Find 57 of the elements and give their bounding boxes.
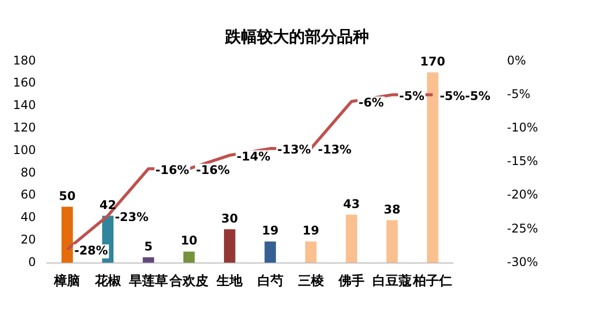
- bar: [62, 206, 73, 263]
- data-label: 38: [384, 202, 400, 216]
- data-label: 19: [302, 224, 320, 238]
- y-tick-label: 100: [13, 142, 36, 157]
- bar: [224, 229, 236, 263]
- data-label: -5%-5%: [440, 88, 490, 103]
- x-tick-label: 合欢皮: [168, 272, 209, 289]
- data-label: -13%: [318, 142, 352, 157]
- data-label: 170: [420, 54, 446, 69]
- bar: [346, 214, 358, 263]
- y2-tick-label: -30%: [507, 254, 538, 269]
- data-label: -6%: [358, 96, 384, 110]
- x-tick-label: 柏子仁: [412, 274, 452, 289]
- data-label: 5: [144, 239, 153, 254]
- data-label: -16%: [196, 162, 230, 177]
- data-label: -5%: [399, 88, 424, 103]
- data-label: 10: [180, 234, 198, 248]
- y2-tick-label: -10%: [507, 120, 538, 135]
- x-tick-label: 花椒: [94, 274, 122, 289]
- y-tick-label: 40: [20, 210, 36, 224]
- y-tick-label: 0: [28, 254, 36, 269]
- y2-tick-label: 0%: [507, 53, 526, 68]
- y2-tick-label: -15%: [507, 154, 538, 168]
- chart-title: 跌幅较大的部分品种: [224, 26, 369, 46]
- data-label: 50: [58, 188, 76, 203]
- data-label: 19: [262, 224, 279, 238]
- x-tick-label: 白芍: [257, 274, 284, 289]
- x-tick-label: 白豆蔻: [372, 272, 412, 289]
- bar: [305, 242, 317, 263]
- y-tick-label: 80: [20, 165, 36, 180]
- bar: [142, 257, 154, 263]
- data-label: -28%: [74, 243, 108, 258]
- y-tick-label: 60: [20, 188, 36, 202]
- y-tick-label: 120: [13, 120, 36, 135]
- x-tick-label: 樟脑: [53, 272, 80, 289]
- x-tick-label: 佛手: [337, 272, 364, 289]
- y-tick-label: 180: [13, 53, 36, 68]
- data-label: 43: [343, 196, 360, 211]
- y-tick-label: 20: [20, 232, 36, 247]
- x-tick-label: 旱莲草: [128, 272, 168, 289]
- bar: [264, 242, 276, 263]
- x-tick-label: 三棱: [298, 274, 325, 289]
- data-label: -14%: [236, 149, 270, 164]
- y-tick-label: 140: [13, 98, 36, 112]
- y2-tick-label: -20%: [507, 188, 538, 202]
- y2-tick-label: -25%: [507, 221, 538, 236]
- data-label: -13%: [277, 142, 311, 157]
- y-tick-label: 160: [13, 76, 36, 90]
- bar: [183, 252, 195, 263]
- bar: [427, 72, 438, 263]
- bar: [386, 220, 398, 263]
- data-label: 42: [99, 198, 116, 212]
- data-label: -16%: [155, 162, 190, 177]
- data-label: 30: [221, 211, 238, 226]
- x-tick-label: 生地: [216, 274, 244, 289]
- data-label: -23%: [114, 210, 149, 224]
- y2-tick-label: -5%: [507, 86, 530, 101]
